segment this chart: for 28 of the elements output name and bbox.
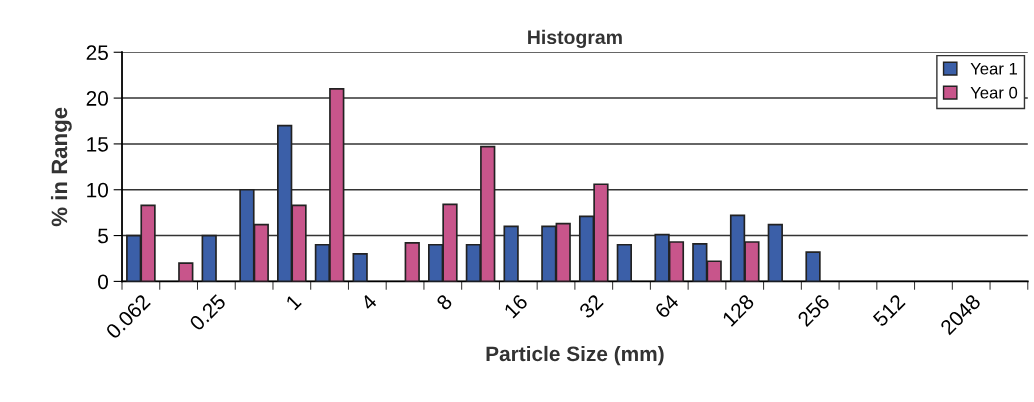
bar [352,253,368,282]
legend-label: Year 0 [970,86,1018,99]
bar [767,223,783,282]
legend-label: Year 1 [970,62,1017,75]
y-tick-label: 25 [86,45,108,61]
x-tick-label: 1 [285,293,302,311]
y-axis-title: % in Range [50,107,72,227]
bar [616,243,632,282]
y-tick-label: 5 [98,228,108,244]
x-tick-label: 256 [796,293,831,328]
bar [201,234,217,282]
x-tick-label: 32 [578,293,604,320]
x-tick-label: 512 [872,293,906,328]
x-tick-label: 8 [435,293,453,311]
y-tick-label: 0 [98,274,108,290]
x-tick-label: 64 [654,293,680,319]
x-tick-label: 128 [721,293,755,327]
y-tick-label: 10 [87,182,108,198]
y-tick-label: 15 [87,137,108,152]
bar [178,262,194,282]
bar [503,225,519,282]
x-axis-title: Particle Size (mm) [486,345,664,366]
chart-title: Histogram [528,29,622,49]
bar [404,242,420,282]
y-tick-label: 20 [86,91,108,106]
x-tick-label: 4 [360,293,378,312]
x-tick-label: 16 [503,293,529,319]
bar [805,251,821,282]
